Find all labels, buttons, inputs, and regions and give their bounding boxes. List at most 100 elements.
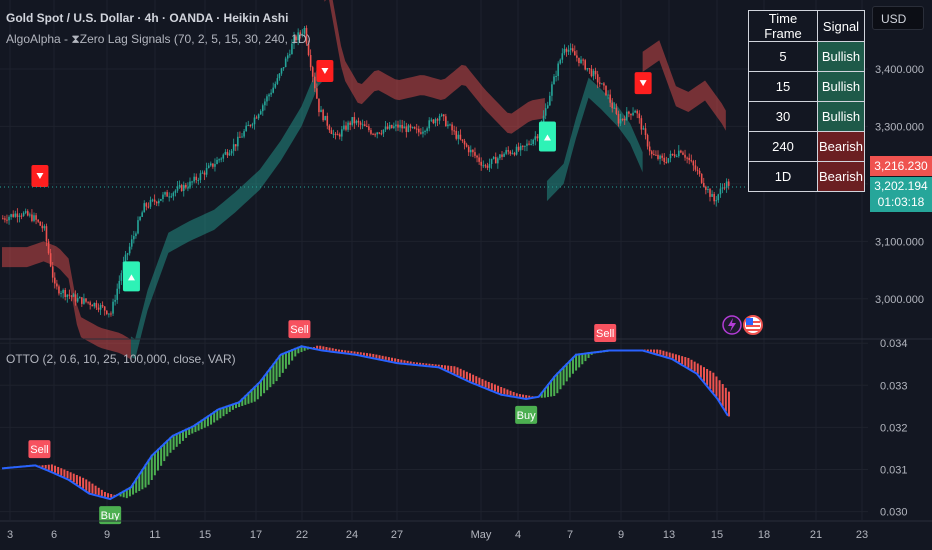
candle [112, 301, 114, 314]
candle [686, 157, 688, 159]
sell-arrow-icon [321, 67, 329, 74]
candle [395, 124, 397, 127]
candle [70, 295, 73, 297]
candle [207, 165, 210, 169]
candle [542, 115, 545, 124]
candle [505, 150, 507, 154]
candle [430, 119, 433, 121]
candle [176, 186, 179, 191]
time-tick-label: 23 [856, 529, 868, 541]
candle [690, 160, 693, 162]
candle [713, 194, 715, 202]
time-tick-label: 15 [711, 529, 723, 541]
candle [530, 143, 532, 145]
candle [707, 189, 709, 191]
table-row: 15 Bullish [748, 71, 865, 102]
candle [51, 266, 54, 278]
chart-event-icons[interactable] [722, 314, 766, 343]
candle [349, 122, 351, 125]
otto-tick-label: 0.030 [880, 507, 908, 519]
candle [16, 213, 19, 217]
candle [60, 293, 62, 295]
signal-table: Time Frame Signal 5 Bullish 15 Bullish 30 B… [748, 10, 865, 192]
candle [41, 225, 44, 229]
candle [81, 297, 83, 304]
currency-button[interactable]: USD [872, 6, 924, 30]
candle [39, 221, 42, 226]
candle [280, 68, 283, 74]
candle [43, 226, 46, 229]
candle [378, 132, 381, 134]
candle [249, 124, 252, 126]
otto-axis[interactable]: 0.030 0.031 0.032 0.033 0.034 [880, 338, 908, 518]
candle [10, 214, 12, 217]
candle [621, 118, 624, 120]
timeframe-cell: 30 [748, 101, 818, 132]
candle [673, 154, 676, 157]
candle [158, 200, 160, 204]
candle [445, 116, 447, 127]
candle [546, 105, 549, 109]
time-tick-label: 9 [618, 529, 624, 541]
price-tick-label: 3,400.000 [875, 64, 924, 76]
grid-lines [0, 0, 868, 520]
candle [160, 199, 162, 201]
otto-buy-label [515, 405, 538, 424]
table-row: 30 Bullish [748, 101, 865, 132]
candle [328, 125, 331, 131]
candle [650, 151, 653, 155]
candle [411, 127, 414, 129]
candle [91, 304, 94, 307]
candle [257, 114, 260, 119]
candle [297, 32, 299, 41]
signal-table-header: Time Frame Signal [748, 10, 865, 42]
candle [407, 125, 410, 132]
candle [588, 68, 591, 70]
candle [182, 184, 185, 192]
candle [507, 150, 510, 152]
candle [626, 111, 628, 121]
candle [719, 188, 722, 195]
candle [324, 115, 326, 121]
candle [303, 28, 306, 34]
us-flag-icon[interactable] [743, 315, 763, 335]
candle [615, 107, 618, 114]
candle [149, 200, 152, 207]
candle [366, 126, 368, 128]
candle [461, 139, 464, 141]
candle [214, 164, 216, 167]
candle [515, 146, 518, 155]
otto-sell-label [28, 440, 51, 459]
candle [503, 153, 505, 157]
candle [307, 43, 310, 56]
candle [2, 218, 4, 220]
bear-band [642, 40, 726, 131]
indicator-legend-1[interactable]: AlgoAlpha - ⧗Zero Lag Signals (70, 2, 5,… [6, 32, 311, 47]
candle [480, 161, 482, 166]
indicator-legend-2[interactable]: OTTO (2, 0.6, 10, 25, 100,000, close, VA… [6, 352, 236, 366]
candle [291, 43, 293, 55]
candle [532, 139, 534, 144]
candle [592, 70, 595, 77]
candle [494, 157, 497, 164]
candle [253, 117, 256, 125]
candle [311, 67, 314, 77]
candle [128, 246, 131, 254]
time-axis[interactable]: 3 6 9 11 15 17 22 24 27 May 4 7 9 13 15 18 21 23 [0, 520, 932, 541]
candle [405, 126, 408, 132]
candle [519, 145, 522, 151]
candle [613, 107, 616, 109]
candle [314, 76, 316, 89]
candle [386, 126, 389, 129]
signal-cell: Bearish [817, 131, 865, 162]
candle [168, 196, 170, 198]
candle [347, 122, 349, 130]
candle [557, 63, 559, 76]
candle [320, 109, 322, 113]
candle [467, 146, 470, 153]
candle [675, 156, 678, 158]
candle [499, 154, 501, 159]
lightning-icon[interactable] [722, 315, 742, 335]
timeframe-cell: 5 [748, 41, 818, 72]
